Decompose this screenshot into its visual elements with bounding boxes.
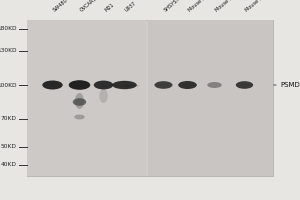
- Text: Mouse heart: Mouse heart: [214, 0, 242, 13]
- Text: 130KD: 130KD: [0, 48, 16, 53]
- Ellipse shape: [75, 93, 84, 109]
- Text: Mouse liver: Mouse liver: [244, 0, 270, 13]
- Text: OVCAR3: OVCAR3: [80, 0, 98, 13]
- Bar: [148, 20, 273, 176]
- Ellipse shape: [236, 81, 253, 89]
- Ellipse shape: [42, 81, 63, 90]
- Ellipse shape: [207, 82, 222, 88]
- Text: SW480: SW480: [52, 0, 69, 13]
- Ellipse shape: [94, 81, 113, 89]
- Ellipse shape: [99, 89, 108, 103]
- Ellipse shape: [122, 85, 140, 87]
- Ellipse shape: [154, 81, 172, 89]
- Bar: [27, 20, 273, 176]
- Ellipse shape: [74, 114, 85, 120]
- Bar: [27, 20, 146, 176]
- Text: U937: U937: [124, 1, 138, 13]
- Text: 40KD: 40KD: [1, 162, 16, 168]
- Text: M21: M21: [103, 2, 115, 13]
- Text: 100KD: 100KD: [0, 83, 16, 88]
- Ellipse shape: [178, 81, 197, 89]
- Text: Mouse testis: Mouse testis: [188, 0, 215, 13]
- Ellipse shape: [112, 81, 137, 89]
- Text: 180KD: 180KD: [0, 26, 16, 31]
- Text: 70KD: 70KD: [1, 116, 16, 121]
- Text: 50KD: 50KD: [1, 144, 16, 150]
- Ellipse shape: [73, 98, 86, 106]
- Text: SHSYSY: SHSYSY: [164, 0, 182, 13]
- Ellipse shape: [69, 80, 90, 90]
- Text: PSMD2: PSMD2: [280, 82, 300, 88]
